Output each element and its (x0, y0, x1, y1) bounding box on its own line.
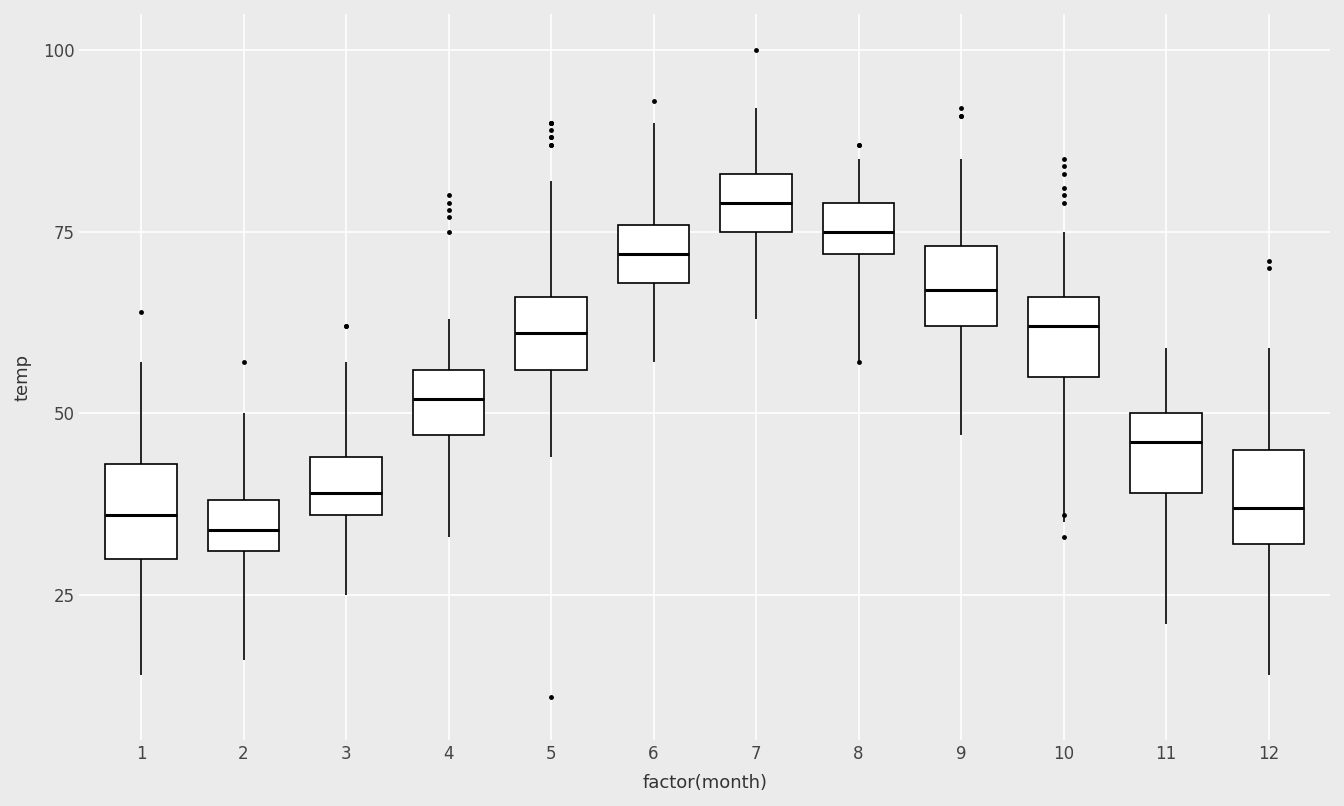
Point (438, 226, 460, 239)
Point (438, 211, 460, 224)
Bar (720, 173, 792, 232)
Point (1052, 152, 1074, 165)
Point (540, 116, 562, 129)
Bar (105, 464, 177, 559)
Bar (618, 225, 689, 283)
Point (1052, 530, 1074, 543)
Point (848, 138, 870, 151)
Point (130, 305, 152, 318)
X-axis label: factor(month): factor(month) (642, 774, 767, 792)
Point (540, 131, 562, 143)
Point (1052, 197, 1074, 210)
Point (848, 356, 870, 369)
Point (1052, 181, 1074, 194)
Point (540, 116, 562, 129)
Point (1052, 160, 1074, 172)
Point (438, 204, 460, 217)
Bar (1232, 450, 1305, 544)
Point (540, 116, 562, 129)
Bar (207, 501, 280, 551)
Point (1052, 509, 1074, 521)
Point (1052, 167, 1074, 180)
Point (540, 131, 562, 143)
Point (335, 320, 356, 333)
Point (848, 138, 870, 151)
Point (540, 123, 562, 136)
Point (438, 197, 460, 210)
Bar (1130, 413, 1202, 493)
Point (233, 356, 254, 369)
Bar (925, 247, 997, 326)
Point (642, 94, 664, 107)
Point (540, 690, 562, 703)
Point (950, 109, 972, 122)
Bar (310, 457, 382, 515)
Point (1258, 255, 1279, 268)
Point (746, 44, 767, 56)
Bar (1028, 297, 1099, 377)
Point (540, 138, 562, 151)
Y-axis label: temp: temp (13, 354, 32, 401)
Bar (823, 203, 895, 254)
Point (1052, 189, 1074, 202)
Point (335, 320, 356, 333)
Point (540, 138, 562, 151)
Point (950, 102, 972, 114)
Point (950, 109, 972, 122)
Bar (413, 370, 484, 435)
Point (438, 189, 460, 202)
Point (540, 116, 562, 129)
Point (1258, 262, 1279, 275)
Bar (515, 297, 587, 370)
